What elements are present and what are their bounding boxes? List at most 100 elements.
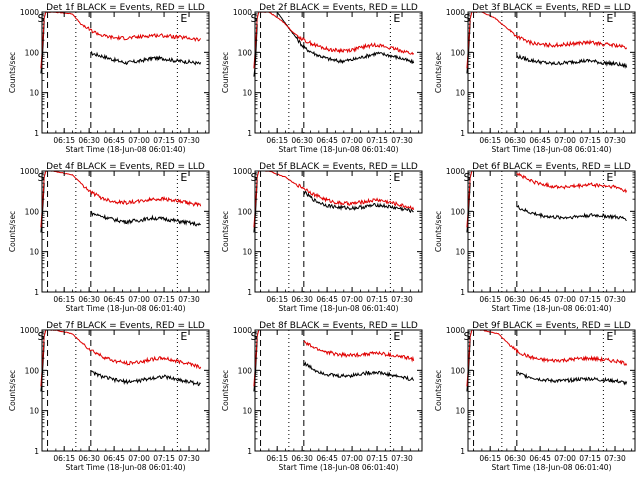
- x-tick-label: 06:15: [479, 454, 501, 463]
- x-tick-label: 07:30: [604, 295, 626, 304]
- x-tick-label: 07:00: [554, 136, 576, 145]
- y-tick-label: 1: [34, 447, 39, 456]
- y-tick-label: 1000: [446, 326, 465, 335]
- y-axis-label: Counts/sec: [434, 211, 443, 252]
- x-tick-label: 06:30: [504, 454, 526, 463]
- end-marker-label: E: [180, 171, 187, 184]
- y-tick-label: 100: [238, 366, 253, 375]
- y-tick-label: 1: [247, 129, 252, 138]
- y-tick-label: 10: [29, 248, 39, 257]
- series-line-lld: [40, 11, 202, 69]
- end-marker-label: E: [393, 171, 400, 184]
- x-axis-label: Start Time (18-Jun-08 06:01:40): [66, 145, 186, 154]
- x-tick-label: 06:45: [529, 454, 551, 463]
- y-tick-label: 100: [451, 48, 466, 57]
- x-tick-label: 07:00: [128, 454, 150, 463]
- x-tick-label: 06:30: [78, 454, 100, 463]
- y-tick-label: 1: [460, 288, 465, 297]
- y-tick-label: 10: [455, 407, 465, 416]
- x-tick-label: 07:30: [391, 295, 413, 304]
- start-marker-label: S: [464, 330, 471, 343]
- y-tick-label: 1000: [446, 167, 465, 176]
- x-tick-label: 07:15: [153, 454, 175, 463]
- chart-title: Det 6f BLACK = Events, RED = LLD: [472, 162, 631, 172]
- series-line-events: [253, 339, 415, 392]
- end-marker-label: E: [180, 12, 187, 25]
- y-tick-label: 100: [238, 48, 253, 57]
- y-tick-label: 1: [460, 447, 465, 456]
- x-tick-label: 07:30: [178, 136, 200, 145]
- x-tick-label: 06:45: [103, 295, 125, 304]
- series-line-lld: [253, 11, 415, 69]
- chart-title: Det 3f BLACK = Events, RED = LLD: [472, 3, 631, 13]
- x-tick-label: 06:30: [504, 136, 526, 145]
- y-tick-label: 1: [34, 288, 39, 297]
- x-tick-label: 06:45: [316, 295, 338, 304]
- x-tick-label: 06:45: [529, 295, 551, 304]
- x-tick-label: 06:15: [479, 295, 501, 304]
- end-marker-label: E: [393, 12, 400, 25]
- start-marker-label: S: [38, 330, 45, 343]
- start-marker-label: S: [251, 12, 258, 25]
- x-axis-label: Start Time (18-Jun-08 06:01:40): [492, 145, 612, 154]
- x-tick-label: 06:30: [78, 295, 100, 304]
- y-tick-label: 1000: [233, 326, 252, 335]
- chart-title: Det 1f BLACK = Events, RED = LLD: [46, 3, 205, 13]
- y-tick-label: 100: [451, 207, 466, 216]
- plot-frame: [254, 11, 423, 134]
- y-tick-label: 1000: [233, 167, 252, 176]
- y-tick-label: 100: [25, 207, 40, 216]
- x-tick-label: 06:45: [316, 454, 338, 463]
- x-axis-label: Start Time (18-Jun-08 06:01:40): [492, 304, 612, 313]
- series-line-lld: [40, 329, 202, 387]
- series-line-lld: [466, 329, 628, 387]
- x-tick-label: 06:15: [266, 454, 288, 463]
- y-tick-label: 1: [247, 288, 252, 297]
- x-tick-label: 07:15: [579, 136, 601, 145]
- x-tick-label: 06:45: [103, 454, 125, 463]
- x-tick-label: 07:30: [391, 136, 413, 145]
- y-tick-label: 10: [29, 89, 39, 98]
- end-marker-label: E: [606, 12, 613, 25]
- x-tick-label: 06:45: [529, 136, 551, 145]
- y-tick-label: 10: [242, 248, 252, 257]
- y-tick-label: 10: [29, 407, 39, 416]
- plot-frame: [467, 170, 636, 293]
- series-line-lld: [466, 11, 628, 69]
- series-line-events: [466, 182, 627, 233]
- x-tick-label: 07:15: [366, 136, 388, 145]
- series-line-lld: [466, 170, 628, 228]
- series-line-events: [253, 180, 414, 233]
- x-tick-label: 07:15: [153, 136, 175, 145]
- plot-frame: [467, 11, 636, 134]
- series-line-events: [40, 342, 201, 392]
- y-axis-label: Counts/sec: [221, 370, 230, 411]
- x-tick-label: 06:30: [291, 136, 313, 145]
- x-tick-label: 06:15: [53, 454, 75, 463]
- plot-frame: [41, 11, 210, 134]
- x-tick-label: 07:15: [153, 295, 175, 304]
- plot-frame: [254, 170, 423, 293]
- end-marker-label: E: [393, 330, 400, 343]
- chart-title: Det 9f BLACK = Events, RED = LLD: [472, 321, 631, 331]
- chart-title: Det 5f BLACK = Events, RED = LLD: [259, 162, 418, 172]
- start-marker-label: S: [38, 171, 45, 184]
- y-axis-label: Counts/sec: [8, 52, 17, 93]
- plot-frame: [41, 329, 210, 452]
- y-tick-label: 1000: [233, 8, 252, 17]
- y-tick-label: 1: [34, 129, 39, 138]
- x-tick-label: 06:15: [266, 136, 288, 145]
- x-tick-label: 07:30: [604, 454, 626, 463]
- end-marker-label: E: [180, 330, 187, 343]
- chart-title: Det 7f BLACK = Events, RED = LLD: [46, 321, 205, 331]
- chart-title: Det 2f BLACK = Events, RED = LLD: [259, 3, 418, 13]
- x-tick-label: 06:45: [103, 136, 125, 145]
- end-marker-label: E: [606, 171, 613, 184]
- y-axis-label: Counts/sec: [8, 211, 17, 252]
